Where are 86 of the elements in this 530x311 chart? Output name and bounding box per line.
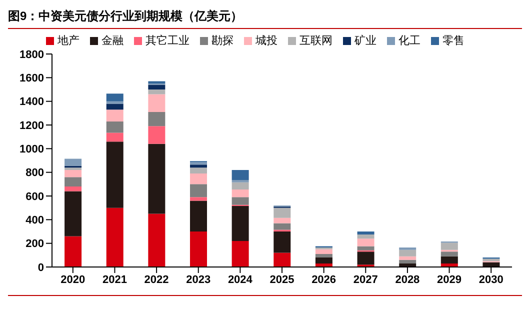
y-tick-label: 200 xyxy=(26,238,44,250)
legend-label: 零售 xyxy=(442,35,464,47)
bar xyxy=(232,182,249,190)
bar xyxy=(357,232,374,234)
bar xyxy=(232,206,249,241)
x-tick-label: 2021 xyxy=(102,274,127,286)
legend-label: 勘探 xyxy=(212,35,234,47)
bar xyxy=(399,260,416,264)
bar xyxy=(399,247,416,250)
x-tick-label: 2020 xyxy=(60,274,86,286)
x-tick-label: 2024 xyxy=(228,274,254,286)
legend-label: 互联网 xyxy=(300,35,332,47)
bar xyxy=(106,132,124,142)
bar xyxy=(106,94,124,102)
bar xyxy=(190,184,207,198)
x-tick-label: 2029 xyxy=(437,274,462,286)
y-tick-label: 1800 xyxy=(20,48,44,61)
bar xyxy=(232,189,249,198)
bar xyxy=(190,174,207,184)
bar xyxy=(148,90,166,94)
bar xyxy=(190,164,207,168)
bar xyxy=(106,142,124,208)
bar xyxy=(315,258,332,264)
y-tick-label: 800 xyxy=(26,167,44,180)
bar xyxy=(190,232,207,267)
x-tick-label: 2022 xyxy=(144,274,169,286)
x-tick-label: 2030 xyxy=(478,274,504,286)
y-tick-label: 1000 xyxy=(20,144,44,156)
bar xyxy=(315,249,332,254)
bar xyxy=(357,234,374,239)
bar xyxy=(148,94,166,112)
y-tick-label: 1400 xyxy=(20,96,44,108)
chart-title: 图9：中资美元债分行业到期规模（亿美元） xyxy=(8,8,522,29)
y-tick-label: 600 xyxy=(26,190,44,203)
bar xyxy=(315,254,332,258)
bar xyxy=(148,81,166,84)
bar xyxy=(106,110,124,122)
bar xyxy=(64,170,82,178)
bar xyxy=(148,214,166,267)
bar xyxy=(440,242,458,250)
bar xyxy=(148,126,166,144)
bar xyxy=(106,208,124,267)
legend-label: 其它工业 xyxy=(146,35,190,47)
y-tick-label: 0 xyxy=(38,262,44,274)
bar xyxy=(482,258,500,262)
bar xyxy=(274,252,291,267)
bar xyxy=(190,168,207,174)
bar xyxy=(148,112,166,126)
bar xyxy=(274,208,291,218)
bar xyxy=(357,238,374,246)
y-tick-label: 1600 xyxy=(20,72,44,85)
bar xyxy=(274,232,291,253)
bar xyxy=(357,252,374,265)
bar xyxy=(64,191,82,236)
bar xyxy=(106,104,124,110)
legend-label: 矿业 xyxy=(354,35,376,47)
bar xyxy=(232,197,249,205)
bar xyxy=(357,246,374,250)
legend-label: 地产 xyxy=(58,35,80,47)
bar xyxy=(148,144,166,214)
bar xyxy=(232,240,249,267)
x-tick-label: 2026 xyxy=(312,274,336,286)
bar xyxy=(190,200,207,232)
bar xyxy=(64,186,82,192)
bar xyxy=(440,256,458,264)
bar xyxy=(190,197,207,201)
x-tick-label: 2028 xyxy=(395,274,420,286)
bar xyxy=(399,250,416,256)
legend-label: 化工 xyxy=(398,35,420,47)
y-tick-label: 400 xyxy=(26,214,44,227)
bar xyxy=(64,158,82,166)
bar xyxy=(440,252,458,256)
legend-label: 城投 xyxy=(256,35,278,47)
bar xyxy=(232,170,249,180)
legend-label: 金融 xyxy=(102,35,124,47)
bar xyxy=(274,223,291,230)
bar xyxy=(64,177,82,187)
y-tick-label: 1200 xyxy=(20,120,44,132)
bar xyxy=(106,121,124,133)
bar xyxy=(399,256,416,260)
bar xyxy=(64,236,82,267)
bar xyxy=(148,84,166,90)
x-tick-label: 2023 xyxy=(186,274,211,286)
x-tick-label: 2025 xyxy=(270,274,294,286)
x-tick-label: 2027 xyxy=(353,274,378,286)
bar xyxy=(274,218,291,224)
